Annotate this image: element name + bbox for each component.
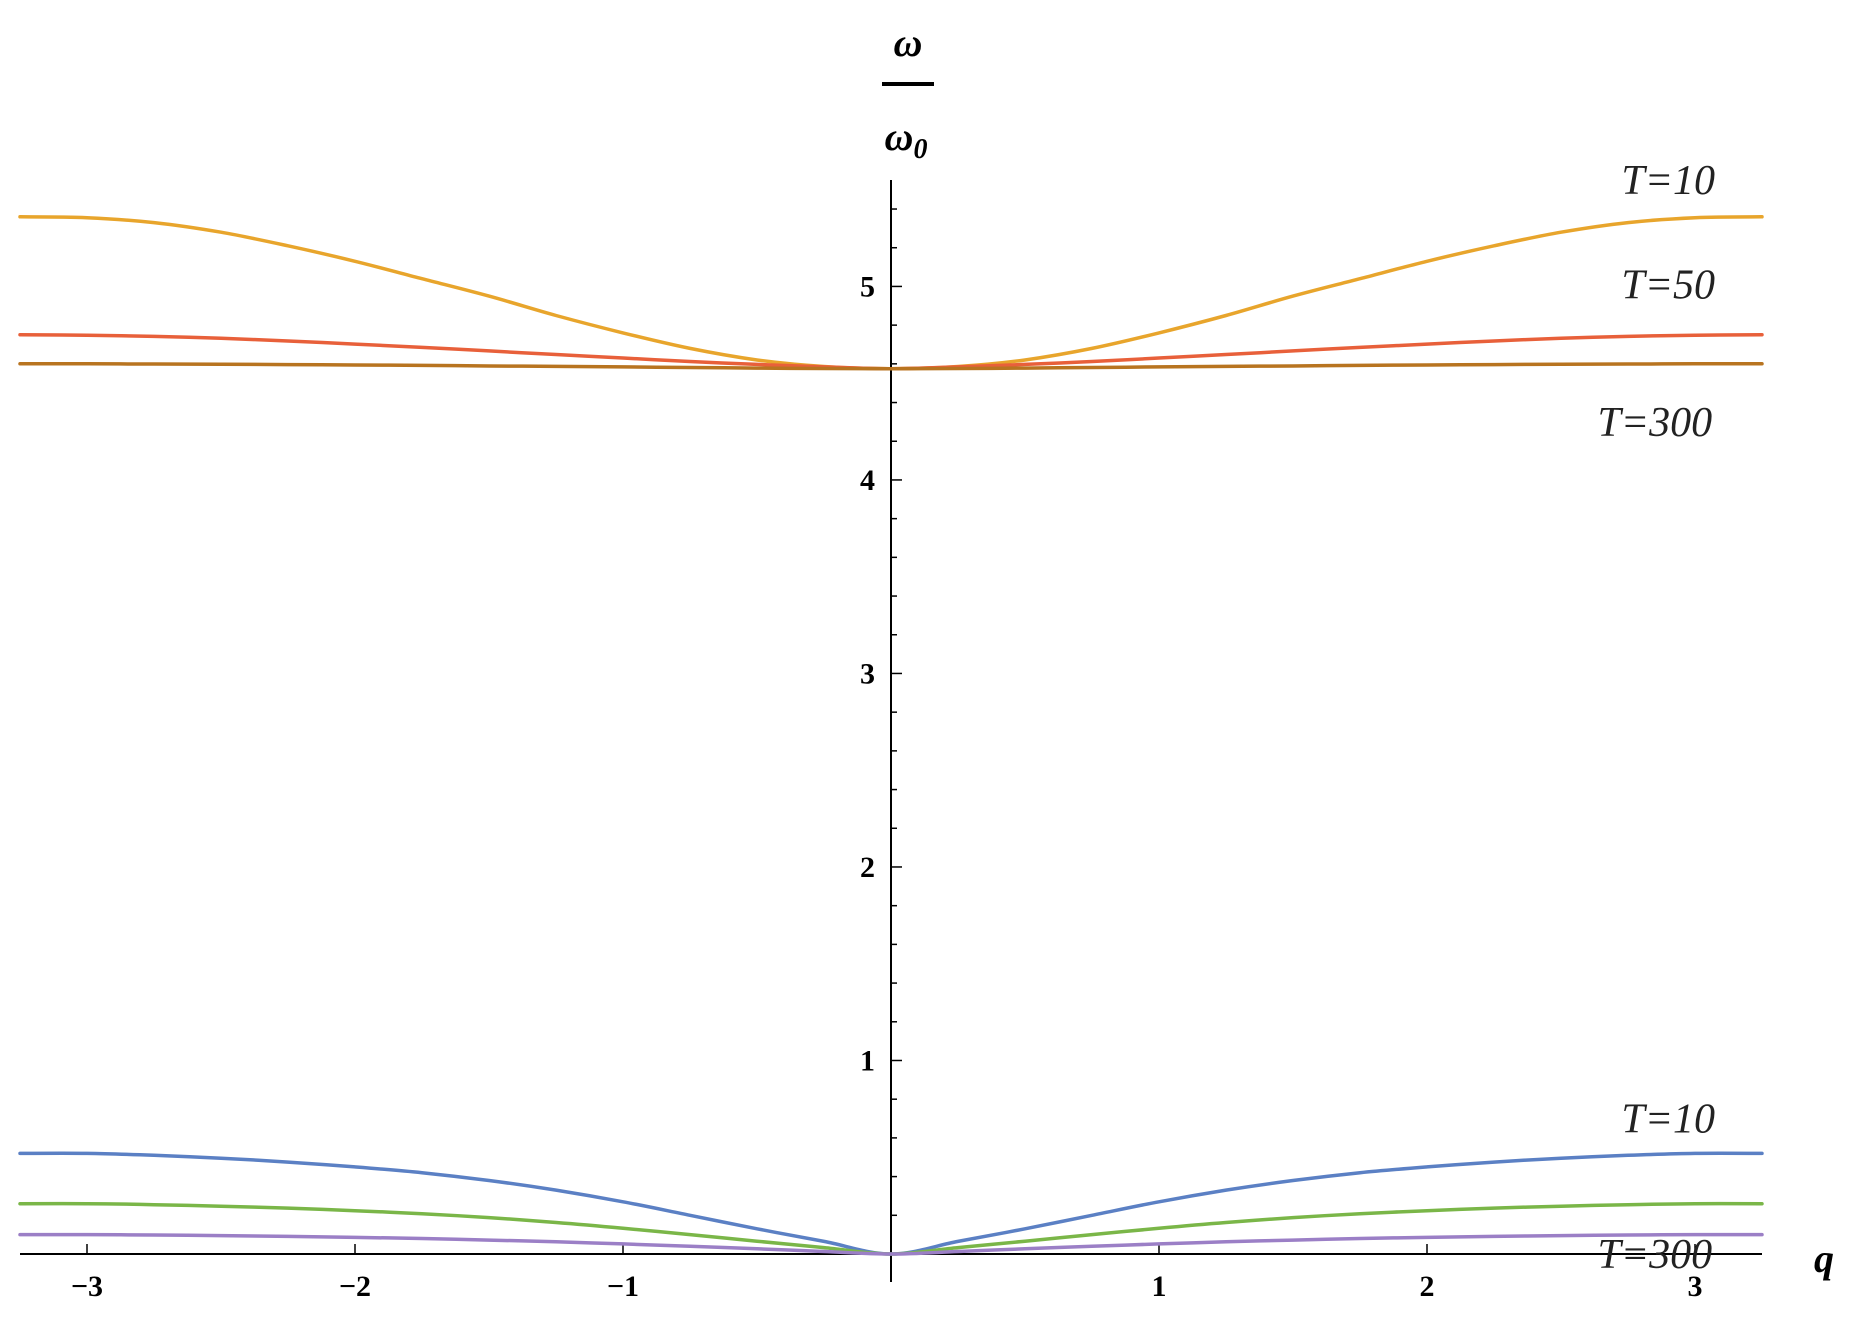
x-tick-label: −2 xyxy=(339,1270,371,1303)
x-axis-label: q xyxy=(1814,1236,1834,1281)
series-annotation: T=300 xyxy=(1597,400,1712,446)
y-tick-label: 3 xyxy=(860,657,875,690)
y-axis-label-numerator: ω xyxy=(894,20,923,65)
x-tick-label: 3 xyxy=(1688,1270,1703,1303)
y-axis-label-denominator: ω0 xyxy=(885,114,928,165)
x-tick-label: 1 xyxy=(1152,1270,1167,1303)
series-annotation: T=50 xyxy=(1621,262,1715,308)
x-tick-label: −1 xyxy=(607,1270,639,1303)
y-axis-label-omega: ω xyxy=(885,114,914,159)
y-tick-label: 2 xyxy=(860,851,875,884)
series-annotation: T=300 xyxy=(1597,1232,1712,1278)
y-tick-label: 1 xyxy=(860,1044,875,1077)
y-tick-label: 5 xyxy=(860,270,875,303)
y-axis-label-subscript: 0 xyxy=(913,134,927,165)
x-tick-label: 2 xyxy=(1420,1270,1435,1303)
series-annotation: T=10 xyxy=(1621,1097,1715,1143)
series-line-optical-3 xyxy=(18,362,1764,371)
x-tick-label: −3 xyxy=(71,1270,103,1303)
series-annotations: T=10 T=50 T=300 T=10 T=300 xyxy=(1597,158,1715,1278)
x-ticks: −3 −2 −1 1 2 3 xyxy=(71,1244,1703,1303)
y-ticks: 1 2 3 4 5 xyxy=(860,270,902,1077)
y-axis-label: ω ω0 xyxy=(882,20,934,165)
y-tick-label: 4 xyxy=(860,464,875,497)
series-lines xyxy=(18,215,1764,1256)
series-annotation: T=10 xyxy=(1621,158,1715,204)
series-line-acoustic-6 xyxy=(18,1232,1764,1256)
